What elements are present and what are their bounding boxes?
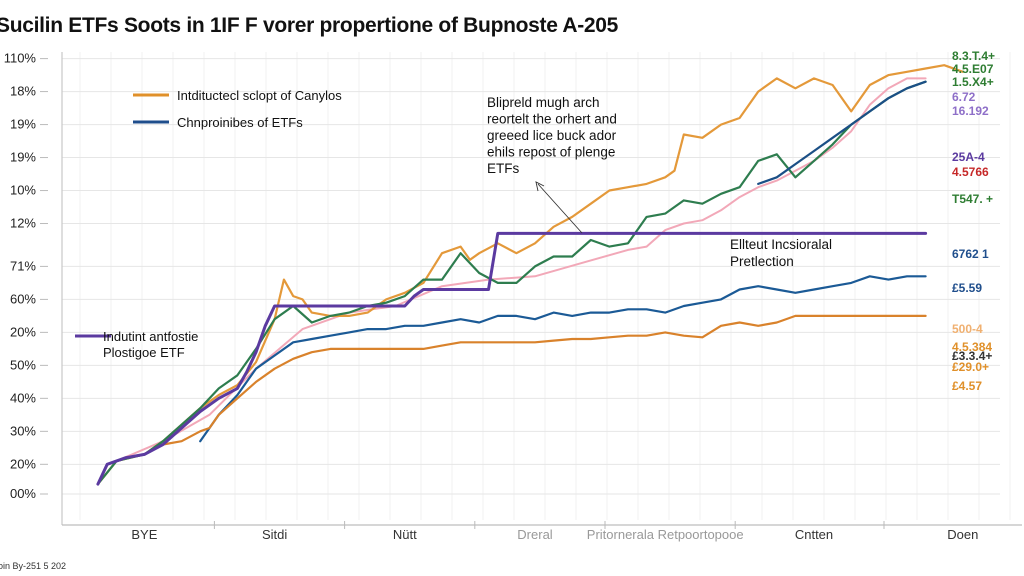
y-tick-label: 20% [10,324,36,339]
end-value-label: 6.72 [952,90,976,104]
y-tick-label: 50% [10,357,36,372]
y-tick-label: 19% [10,117,36,132]
y-tick-label: 60% [10,291,36,306]
annotation-line: ETFs [487,161,519,176]
y-tick-label: 10% [10,183,36,198]
y-tick-label: 12% [10,216,36,231]
x-tick-label: Pritornerala Retpoortopooe [587,527,744,542]
annotation-line: reortelt the orhert and [487,112,617,127]
annotation-line: Pretlection [730,254,794,269]
end-value-label: 16.192 [952,104,989,118]
annotation-line: ehils repost of plenge [487,145,615,160]
end-value-label: 500-4 [952,322,983,336]
annotations: Blipreld mugh arch reortelt the orhert an… [487,95,832,269]
y-tick-label: 30% [10,423,36,438]
x-tick-label: Dreral [517,527,553,542]
series-line-pink [115,77,927,462]
end-value-label: 4.5766 [952,165,989,179]
annotation-line: Ellteut Incsioralal [730,237,832,252]
series-line-blue-lower [199,275,927,443]
annotation-arrow [537,183,583,234]
x-tick-label: Sitdi [262,527,287,542]
legend-label-line2: Plostigoe ETF [103,345,185,360]
series-line-purple-step [96,231,928,486]
series-line-dark-blue-upper [757,80,927,185]
legend-label: Intdituctecl sclopt of Canylos [177,88,342,103]
chart-title: Sucilin ETFs Soots in 1IF F vorer proper… [0,14,619,37]
y-tick-label: 20% [10,456,36,471]
x-tick-label: Doen [947,527,978,542]
end-value-label: 25A-4 [952,150,985,164]
annotation-line: greeed lice buck ador [487,128,617,143]
y-tick-label: 19% [10,150,36,165]
arrow-head-icon [535,181,545,192]
end-value-label: £5.59 [952,281,982,295]
y-tick-label: 40% [10,390,36,405]
footer-credit: oin By-251 5 202 [0,561,67,571]
end-value-label: £29.0+ [952,360,989,374]
x-tick-label: BYE [131,527,157,542]
y-tick-label: 00% [10,486,36,501]
axes [61,52,1022,526]
end-value-label: T547. + [952,192,993,206]
end-value-label: 4.5.384 [952,340,992,354]
end-labels: 8.3.T.4+4.5.E071.5.X4+6.7216.19225A-44.5… [952,49,995,393]
y-tick-label: 18% [10,84,36,99]
legend-label-line1: Indutint antfostie [103,329,198,344]
legend-label: Chnproinibes of ETFs [177,115,303,130]
x-tick-label: Nütt [393,527,417,542]
legend: Intdituctecl sclopt of Canylos Chnproinib… [75,88,342,360]
grid [62,52,1011,520]
x-tick-label: Cntten [795,527,833,542]
end-value-label: 8.3.T.4+ [952,49,995,63]
end-value-label: £4.57 [952,379,982,393]
y-tick-label: 110% [4,51,37,66]
end-value-label: 4.5.E07 [952,62,994,76]
annotation-line: Blipreld mugh arch [487,95,600,110]
x-ticks: BYE Sitdi Nütt Dreral Pritornerala Retpoorto… [131,521,978,542]
y-tick-label: 71% [10,258,36,273]
y-ticks: 00% 20% 30% 40% 50% 20% 60% 71% 12% 10% 19% 19% 18% 1… [4,51,48,501]
series-group [96,64,964,486]
series-line-orange-upper [96,64,964,486]
series-line-orange-lower [161,314,927,446]
end-value-label: £3.3.4+ [952,349,992,363]
end-value-label: 6762 1 [952,247,989,261]
end-value-label: 1.5.X4+ [952,75,994,89]
